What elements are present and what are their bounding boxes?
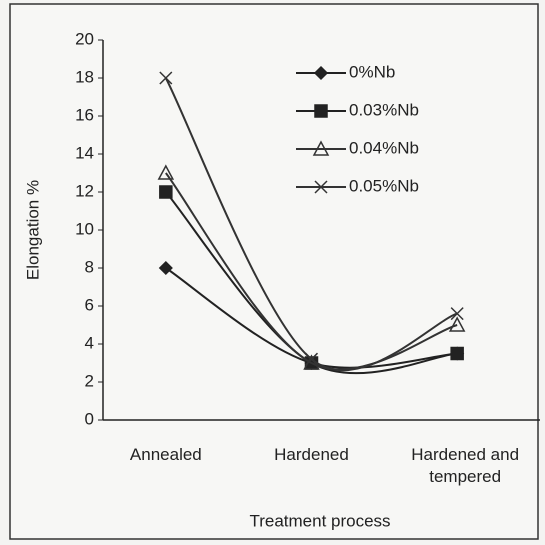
y-tick-label: 12: [75, 181, 94, 200]
y-tick-label: 18: [75, 67, 94, 86]
legend-label: 0.04%Nb: [349, 138, 419, 157]
x-tick-label: Hardened: [274, 445, 349, 464]
series-line: [164, 77, 458, 372]
data-point: [159, 71, 173, 85]
data-point: [448, 316, 466, 332]
data-point: [450, 307, 464, 321]
y-tick-label: 8: [85, 257, 94, 276]
data-point: [450, 346, 464, 361]
legend-label: 0.05%Nb: [349, 176, 419, 195]
legend-marker: [312, 140, 330, 156]
y-tick-label: 10: [75, 219, 94, 238]
series-line: [165, 172, 458, 371]
data-point: [157, 164, 175, 180]
legend-label: 0.03%Nb: [349, 100, 419, 119]
y-tick-label: 16: [75, 105, 94, 124]
legend-label: 0%Nb: [349, 62, 395, 81]
data-point: [304, 352, 319, 366]
y-tick-label: 4: [85, 333, 94, 352]
legend-marker: [314, 180, 328, 194]
y-axis-label: Elongation %: [23, 180, 42, 280]
y-tick-label: 20: [75, 29, 94, 48]
y-tick-label: 6: [85, 295, 94, 314]
y-tick-label: 0: [85, 409, 94, 428]
x-tick-label: Hardened and tempered: [411, 445, 520, 486]
legend-marker: [313, 65, 329, 81]
x-tick-label: Annealed: [129, 445, 202, 464]
legend-marker: [314, 104, 328, 118]
y-tick-label: 14: [75, 143, 94, 162]
data-point: [158, 260, 173, 276]
y-tick-label: 2: [85, 371, 94, 390]
chart-frame: [9, 3, 539, 540]
x-axis-label: Treatment process: [249, 511, 390, 530]
data-point: [159, 185, 173, 199]
